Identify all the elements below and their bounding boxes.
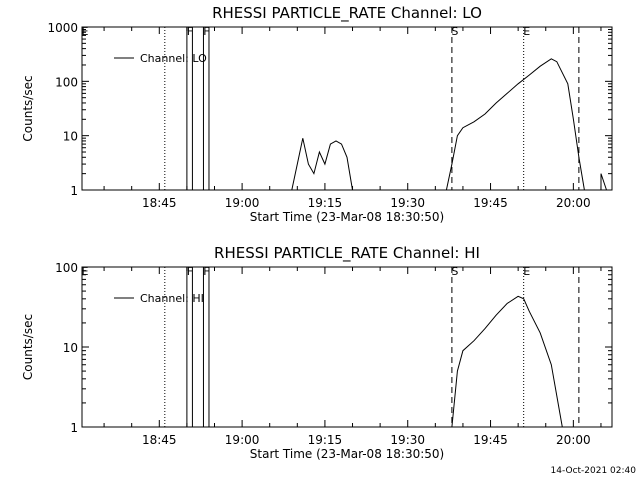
series-line — [445, 58, 585, 191]
x-tick-label: 19:30 — [390, 433, 425, 447]
series-line — [451, 295, 563, 428]
event-marker-label: S — [451, 265, 458, 278]
y-axis-label: Counts/sec — [21, 75, 35, 141]
x-tick-label: 19:15 — [308, 196, 343, 210]
event-marker-label: E — [82, 25, 89, 38]
event-marker-label: E — [82, 265, 89, 278]
event-marker-label: S — [451, 25, 458, 38]
y-tick-label: 100 — [55, 261, 78, 275]
x-tick-label: 19:00 — [225, 433, 260, 447]
chart-panel-1: RHESSI PARTICLE_RATE Channel: LO 1 10 100 10… — [21, 4, 613, 224]
y-tick-label: 1 — [70, 184, 78, 198]
x-tick-label: 19:30 — [390, 196, 425, 210]
y-tick-label: 1000 — [47, 21, 78, 35]
series-line — [291, 138, 353, 191]
legend-label: Channel: HI — [140, 292, 204, 305]
series-line — [600, 173, 607, 191]
x-axis-label: Start Time (23-Mar-08 18:30:50) — [250, 210, 444, 224]
event-marker-label: E — [523, 25, 530, 38]
y-tick-label: 10 — [63, 130, 78, 144]
plot-frame — [81, 266, 613, 428]
x-tick-label: 19:00 — [225, 196, 260, 210]
y-tick-label: 10 — [63, 341, 78, 355]
x-tick-label: 19:45 — [473, 433, 508, 447]
x-axis-label: Start Time (23-Mar-08 18:30:50) — [250, 447, 444, 461]
y-axis-label: Counts/sec — [21, 314, 35, 380]
x-tick-label: 19:45 — [473, 196, 508, 210]
legend-label: Channel: LO — [140, 52, 207, 65]
event-marker-label: F — [187, 265, 193, 278]
chart-title: RHESSI PARTICLE_RATE Channel: HI — [214, 244, 480, 263]
x-tick-label: 20:00 — [556, 196, 591, 210]
event-marker-label: F — [203, 265, 209, 278]
x-tick-label: 19:15 — [308, 433, 343, 447]
event-marker-label: F — [187, 25, 193, 38]
x-tick-label: 18:45 — [142, 196, 177, 210]
x-tick-label: 18:45 — [142, 433, 177, 447]
event-marker-label: E — [523, 265, 530, 278]
footer-timestamp: 14-Oct-2021 02:40 — [550, 466, 636, 476]
y-tick-label: 1 — [70, 421, 78, 435]
y-tick-label: 100 — [55, 75, 78, 89]
event-marker-label: F — [203, 25, 209, 38]
x-tick-label: 20:00 — [556, 433, 591, 447]
chart-panel-2: RHESSI PARTICLE_RATE Channel: HI 1 10 100 18… — [21, 244, 613, 461]
chart-title: RHESSI PARTICLE_RATE Channel: LO — [212, 4, 482, 23]
